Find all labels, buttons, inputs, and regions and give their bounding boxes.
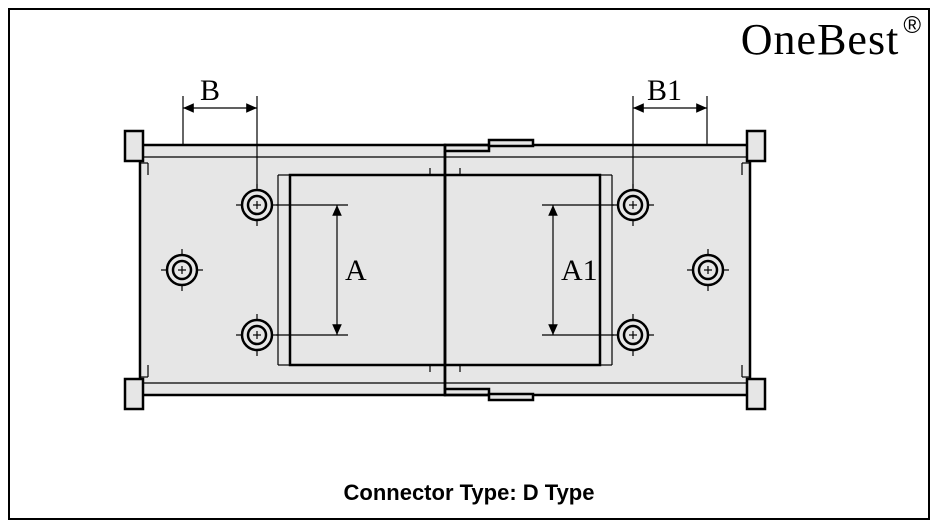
- left-top-ear: [125, 131, 143, 161]
- caption: Connector Type: D Type: [0, 480, 938, 506]
- technical-drawing: B B1 A A1: [0, 0, 938, 528]
- right-top-ear: [747, 131, 765, 161]
- connector-body: [125, 131, 765, 409]
- dim-B-label: B: [200, 74, 220, 107]
- bottom-interlock-tab: [489, 394, 533, 400]
- dim-A1-label: A1: [561, 254, 598, 287]
- left-bottom-ear: [125, 379, 143, 409]
- caption-type: D Type: [523, 480, 595, 505]
- right-bottom-ear: [747, 379, 765, 409]
- caption-prefix: Connector Type:: [344, 480, 523, 505]
- dim-A-label: A: [345, 254, 367, 287]
- dim-B1-label: B1: [647, 74, 682, 107]
- top-interlock-tab: [489, 140, 533, 146]
